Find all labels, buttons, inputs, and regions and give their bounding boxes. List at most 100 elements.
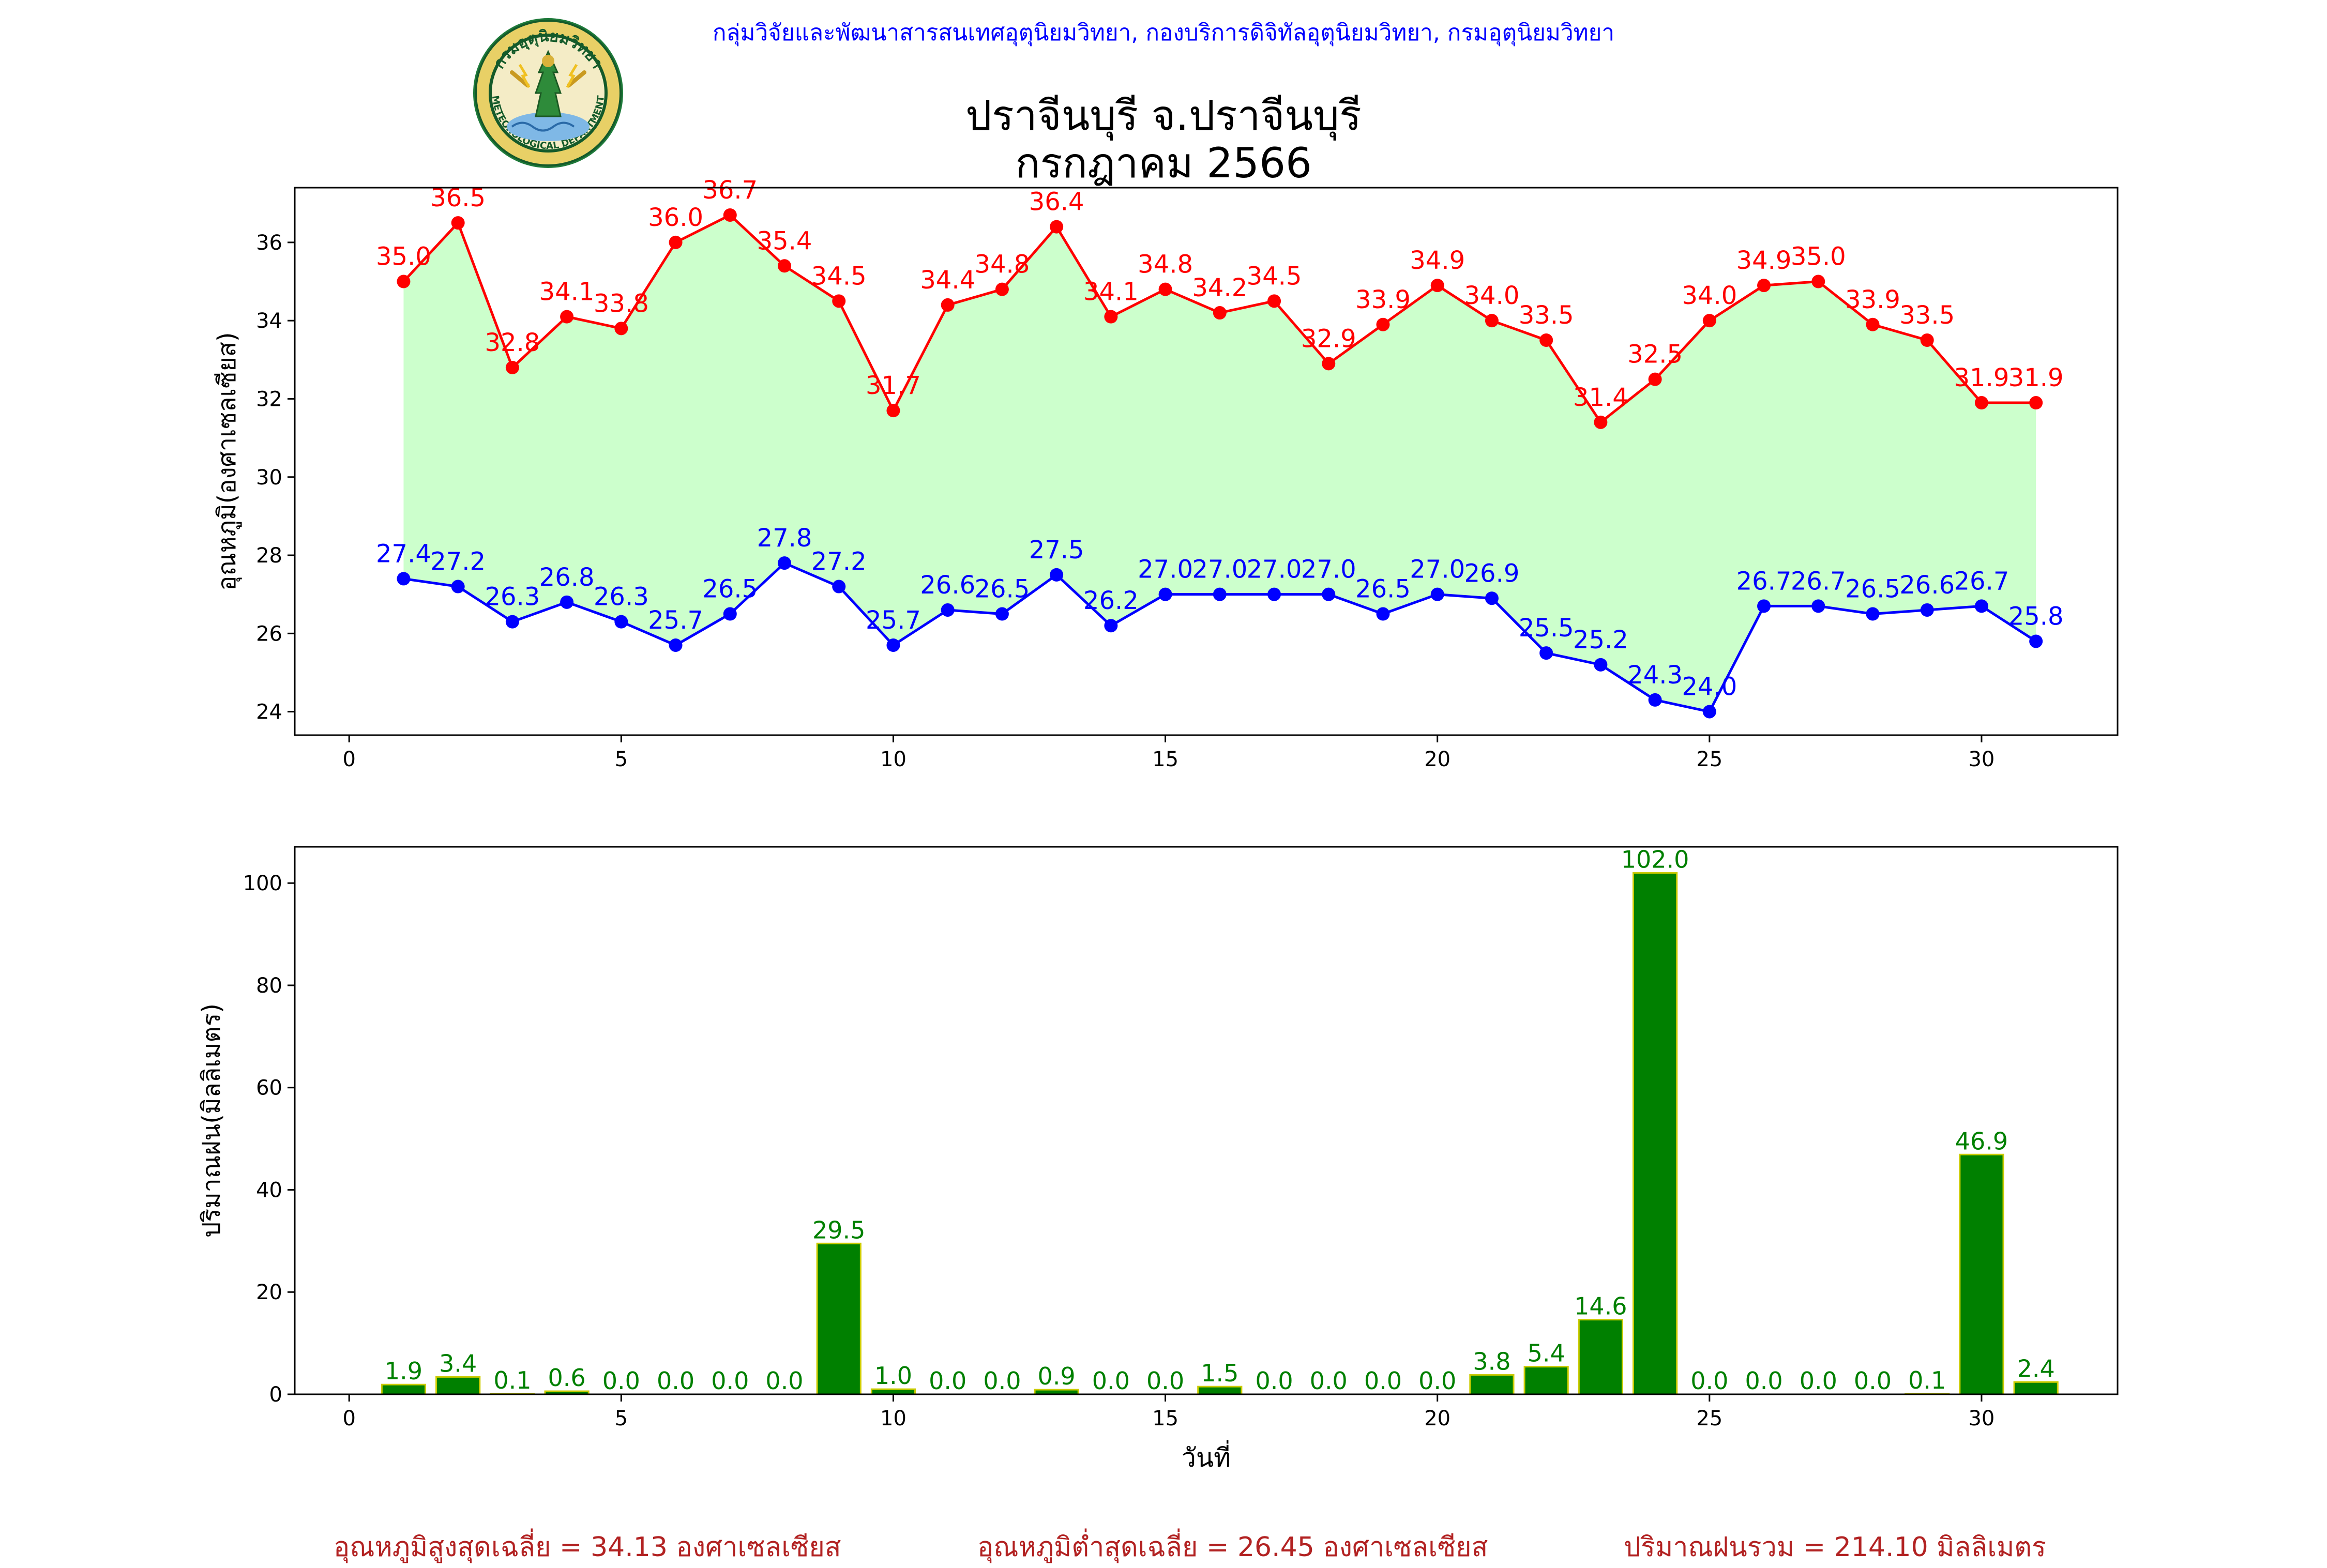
rainfall-bar-label: 0.1 xyxy=(1908,1366,1946,1394)
rainfall-bar-label: 1.0 xyxy=(874,1362,912,1390)
temperature-max-label: 34.4 xyxy=(920,266,975,295)
temperature-min-label: 25.7 xyxy=(866,606,921,635)
temperature-min-label: 27.4 xyxy=(376,539,431,568)
rainfall-x-tick-label: 5 xyxy=(615,1407,628,1430)
rainfall-y-axis: 0 20 40 60 80 100 xyxy=(243,872,295,1407)
summary-footer: อุณหภูมิสูงสุดเฉลี่ย = 34.13 องศาเซลเซีย… xyxy=(0,1525,2327,1563)
temperature-min-label: 26.9 xyxy=(1464,559,1519,588)
temperature-max-label: 34.5 xyxy=(1247,262,1302,291)
temperature-min-point xyxy=(886,638,900,652)
temperature-min-label: 27.8 xyxy=(757,524,812,553)
temperature-x-tick-label: 10 xyxy=(880,748,906,771)
rainfall-y-axis-label: ปริมาณฝน(มิลลิเมตร) xyxy=(197,1003,226,1238)
temperature-x-tick-label: 30 xyxy=(1968,748,1994,771)
temperature-min-point xyxy=(723,607,737,621)
temperature-min-label: 26.7 xyxy=(1736,567,1792,596)
rainfall-bars xyxy=(381,872,2059,1395)
temperature-x-tick-label: 5 xyxy=(615,748,628,771)
temperature-min-label: 25.7 xyxy=(648,606,703,635)
temperature-min-point xyxy=(1920,603,1934,617)
temperature-x-tick-label: 20 xyxy=(1424,748,1450,771)
temperature-max-point xyxy=(505,360,519,374)
temperature-max-label: 36.4 xyxy=(1029,188,1084,217)
temperature-min-point xyxy=(1811,599,1825,613)
rainfall-bar-label: 46.9 xyxy=(1955,1127,2008,1155)
rainfall-data-labels: 1.9 3.4 0.1 0.6 0.0 0.0 0.0 0.0 29.5 1.0 0.0 0.0 0.9… xyxy=(385,845,2055,1395)
temperature-max-label: 31.4 xyxy=(1573,383,1628,412)
temperature-max-label: 35.0 xyxy=(1791,242,1846,271)
temperature-max-label: 33.5 xyxy=(1899,301,1955,330)
rainfall-y-tick-label: 60 xyxy=(256,1076,282,1100)
rainfall-bar-label: 1.9 xyxy=(385,1357,422,1385)
rainfall-bar xyxy=(1578,1319,1623,1395)
rainfall-bar xyxy=(381,1383,427,1395)
temperature-max-label: 34.0 xyxy=(1682,281,1737,310)
temperature-y-tick-label: 36 xyxy=(256,231,282,255)
temperature-max-label: 34.2 xyxy=(1192,273,1247,302)
temperature-max-point xyxy=(1702,314,1716,328)
temperature-max-point xyxy=(1213,306,1227,320)
temperature-min-label: 26.6 xyxy=(920,571,975,600)
rainfall-x-tick-label: 15 xyxy=(1152,1407,1178,1430)
temperature-max-point xyxy=(614,322,628,336)
temperature-min-label: 26.5 xyxy=(1355,575,1411,604)
temperature-data-labels: 35.036.532.834.133.836.036.735.434.531.7… xyxy=(376,176,2064,702)
temperature-min-label: 26.7 xyxy=(1791,567,1846,596)
temperature-max-label: 32.8 xyxy=(485,328,540,357)
rainfall-bar-label: 0.6 xyxy=(548,1364,586,1392)
temperature-y-tick-label: 26 xyxy=(256,622,282,646)
temperature-min-point xyxy=(1648,693,1662,707)
average-max-temperature: อุณหภูมิสูงสุดเฉลี่ย = 34.13 องศาเซลเซีย… xyxy=(334,1532,841,1563)
temperature-y-axis: 24 26 28 30 32 34 36 xyxy=(256,231,295,724)
temperature-min-label: 27.2 xyxy=(430,547,486,576)
temperature-max-point xyxy=(778,259,792,273)
temperature-min-label: 26.8 xyxy=(539,563,595,592)
temperature-min-label: 26.6 xyxy=(1899,571,1955,600)
temperature-max-point xyxy=(995,282,1009,296)
temperature-range-fill xyxy=(403,215,2036,712)
rainfall-bar-label: 0.0 xyxy=(1418,1367,1456,1395)
temperature-max-point xyxy=(1811,275,1825,288)
rainfall-x-tick-label: 30 xyxy=(1968,1407,1994,1430)
temperature-max-point xyxy=(1322,357,1336,371)
temperature-min-point xyxy=(778,556,792,570)
temperature-min-label: 26.3 xyxy=(485,583,540,612)
rainfall-bar-label: 0.0 xyxy=(1146,1367,1184,1395)
temperature-series xyxy=(397,208,2043,719)
temperature-min-point xyxy=(1430,587,1444,601)
temperature-min-label: 26.5 xyxy=(1845,575,1900,604)
rainfall-bar-label: 2.4 xyxy=(2017,1354,2055,1382)
temperature-x-tick-label: 25 xyxy=(1696,748,1722,771)
temperature-max-label: 33.9 xyxy=(1845,285,1900,314)
rainfall-bar-label: 5.4 xyxy=(1528,1339,1565,1367)
temperature-min-point xyxy=(1594,658,1608,672)
rainfall-bar-label: 0.1 xyxy=(493,1366,531,1394)
temperature-min-point xyxy=(1213,587,1227,601)
temperature-max-point xyxy=(1104,310,1118,324)
temperature-max-label: 36.7 xyxy=(702,176,758,205)
temperature-min-point xyxy=(397,572,411,586)
temperature-max-point xyxy=(1267,294,1281,308)
temperature-min-point xyxy=(1050,568,1064,582)
rainfall-x-tick-label: 10 xyxy=(880,1407,906,1430)
temperature-min-point xyxy=(1267,587,1281,601)
temperature-max-point xyxy=(886,404,900,418)
temperature-max-label: 34.8 xyxy=(1138,250,1193,279)
temperature-min-point xyxy=(614,615,628,629)
temperature-min-label: 24.0 xyxy=(1682,673,1737,702)
temperature-min-label: 25.5 xyxy=(1519,614,1574,643)
temperature-min-point xyxy=(1376,607,1390,621)
temperature-min-point xyxy=(1757,599,1771,613)
temperature-max-point xyxy=(1376,317,1390,331)
temperature-min-point xyxy=(1322,587,1336,601)
temperature-min-label: 24.3 xyxy=(1627,661,1683,690)
temperature-min-label: 27.0 xyxy=(1138,555,1193,584)
rainfall-bar xyxy=(1469,1374,1515,1395)
temperature-max-label: 32.5 xyxy=(1627,340,1683,369)
header-credit: กลุ่มวิจัยและพัฒนาสารสนเทศอุตุนิยมวิทยา,… xyxy=(712,20,1615,46)
temperature-max-point xyxy=(1648,372,1662,386)
temperature-max-label: 35.4 xyxy=(757,226,812,255)
rainfall-bar xyxy=(435,1376,481,1395)
temperature-min-label: 26.2 xyxy=(1083,586,1139,615)
